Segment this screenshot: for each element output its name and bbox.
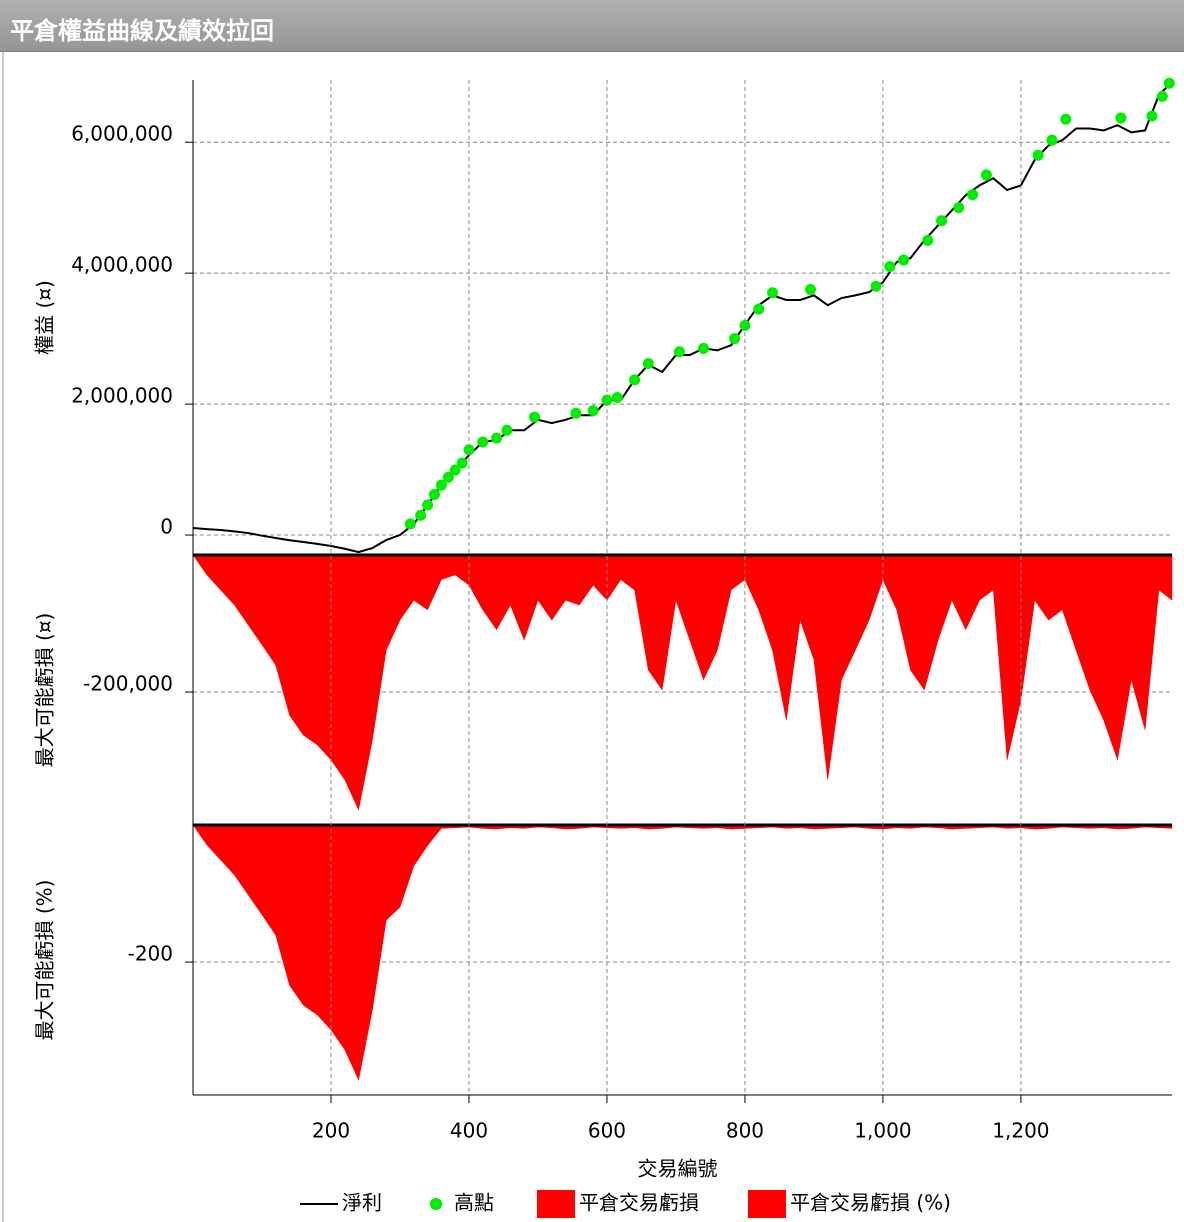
y-tick-label: 2,000,000 (71, 384, 173, 408)
high-point (1163, 77, 1175, 89)
high-point (884, 261, 896, 273)
high-point (428, 488, 440, 500)
high-point (1156, 90, 1168, 102)
high-point (491, 432, 503, 444)
high-point (1032, 149, 1044, 161)
high-point (404, 518, 416, 530)
chart: 0 2,000,000 4,000,000 6,000,000 權益 (¤) -200,0… (2, 52, 1175, 1222)
net-line (192, 81, 1173, 554)
high-point (953, 202, 965, 214)
x-tick-label: 400 (450, 1119, 488, 1143)
high-point (967, 189, 979, 201)
high-point (435, 479, 447, 491)
legend-label: 平倉交易虧損 (%) (790, 1191, 951, 1215)
high-point (529, 411, 541, 423)
high-point (463, 444, 475, 456)
legend-swatch (748, 1190, 786, 1218)
legend-swatch (430, 1198, 442, 1210)
high-point (570, 407, 582, 419)
drawdown-area (192, 554, 1173, 811)
high-point (629, 374, 641, 386)
x-tick-label: 800 (726, 1119, 764, 1143)
y-tick-label: -200 (128, 942, 173, 966)
y-axis-label: 最大可能虧損 (¤) (33, 613, 57, 768)
y-tick-label: 6,000,000 (71, 122, 173, 146)
high-point (753, 303, 765, 315)
high-point (980, 169, 992, 181)
high-point (477, 436, 489, 448)
high-point (587, 405, 599, 417)
high-point (898, 254, 910, 266)
high-point (1046, 134, 1058, 146)
high-point (767, 287, 779, 299)
high-point (601, 394, 613, 406)
y-axis-label: 最大可能虧損 (%) (33, 880, 57, 1041)
high-point (698, 342, 710, 354)
high-point (415, 509, 427, 521)
legend-label: 淨利 (342, 1191, 382, 1215)
y-tick-label: 4,000,000 (71, 253, 173, 277)
y-axis-label: 權益 (¤) (33, 280, 57, 355)
high-point (501, 424, 513, 436)
high-point (456, 457, 468, 469)
high-point (922, 234, 934, 246)
high-point (936, 215, 948, 227)
x-tick-label: 200 (312, 1119, 350, 1143)
high-point (1146, 110, 1158, 122)
high-point (611, 392, 623, 404)
x-tick-label: 1,000 (854, 1119, 911, 1143)
high-point (642, 357, 654, 369)
high-point (1115, 112, 1127, 124)
y-tick-label: -200,000 (83, 672, 173, 696)
high-point (804, 284, 816, 296)
legend-label: 平倉交易虧損 (579, 1191, 699, 1215)
x-axis-label: 交易編號 (638, 1157, 718, 1181)
title-bar: 平倉權益曲線及績效拉回 (0, 0, 1184, 52)
high-point (442, 471, 454, 483)
x-tick-label: 1,200 (992, 1119, 1049, 1143)
window-title: 平倉權益曲線及績效拉回 (10, 17, 274, 45)
high-point (870, 280, 882, 292)
high-point (1060, 113, 1072, 125)
x-tick-label: 600 (588, 1119, 626, 1143)
high-point (449, 464, 461, 476)
y-tick-label: 0 (160, 515, 173, 539)
high-point (422, 499, 434, 511)
drawdown-area (192, 824, 1173, 1081)
legend-label: 高點 (454, 1191, 494, 1215)
high-point (673, 346, 685, 358)
legend-swatch (537, 1190, 575, 1218)
high-point (729, 333, 741, 345)
